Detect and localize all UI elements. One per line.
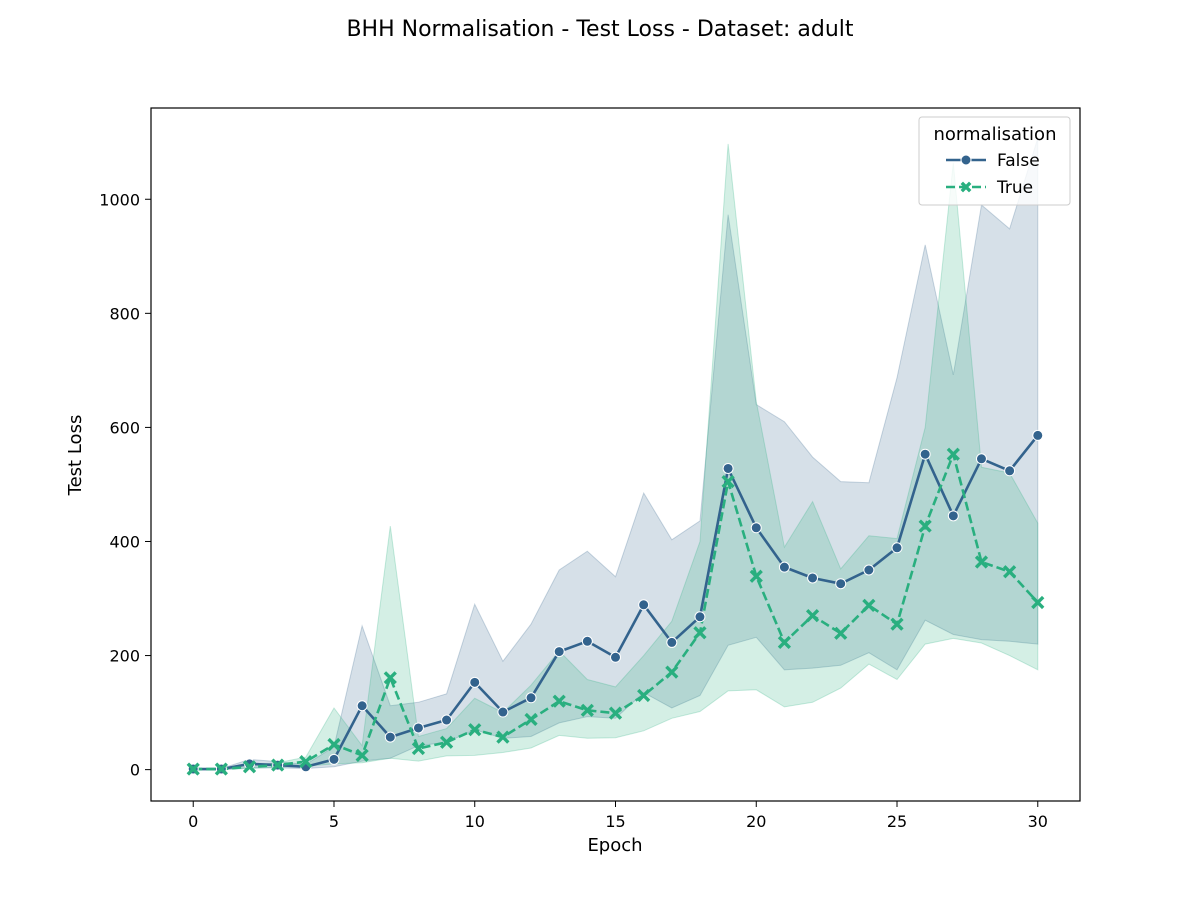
point-false-25 — [891, 542, 903, 554]
point-true-21 — [777, 635, 792, 650]
point-true-10 — [468, 723, 482, 737]
point-false-16 — [638, 599, 650, 611]
point-true-5 — [327, 737, 341, 752]
point-true-24 — [862, 598, 876, 612]
point-true-3 — [271, 758, 285, 772]
x-tick-label: 0 — [188, 812, 198, 831]
point-true-27 — [946, 447, 960, 461]
y-tick-label: 0 — [130, 761, 140, 780]
legend-label-true: True — [996, 178, 1033, 198]
point-true-18 — [693, 626, 707, 640]
y-tick-label: 600 — [109, 418, 140, 437]
point-true-2 — [242, 760, 257, 774]
x-axis-label: Epoch — [587, 835, 642, 856]
point-false-10 — [469, 676, 481, 688]
point-true-25 — [890, 617, 904, 631]
point-true-26 — [918, 519, 932, 533]
point-true-9 — [439, 735, 454, 749]
point-true-0 — [186, 762, 200, 776]
point-false-14 — [581, 635, 593, 647]
x-axis: 0 5 10 15 20 25 30 — [188, 801, 1048, 831]
y-tick-label: 1000 — [99, 190, 140, 209]
point-true-17 — [665, 665, 679, 679]
point-true-4 — [299, 755, 313, 769]
legend-marker-false — [960, 154, 972, 166]
point-false-30 — [1032, 429, 1044, 441]
point-true-12 — [524, 712, 538, 727]
point-false-9 — [441, 714, 453, 726]
chart-title: BHH Normalisation - Test Loss - Dataset:… — [346, 17, 853, 42]
legend: normalisation False True — [918, 116, 1071, 206]
point-true-29 — [1003, 565, 1017, 579]
point-true-8 — [411, 741, 426, 756]
x-tick-label: 20 — [746, 812, 766, 831]
point-false-24 — [863, 564, 875, 576]
point-false-18 — [694, 611, 706, 623]
point-true-22 — [805, 609, 820, 623]
point-true-1 — [214, 762, 228, 776]
legend-title: normalisation — [934, 124, 1057, 145]
y-tick-label: 200 — [109, 647, 140, 666]
y-tick-label: 800 — [109, 304, 140, 323]
point-false-17 — [666, 636, 678, 648]
point-false-7 — [384, 731, 396, 743]
point-true-13 — [552, 694, 566, 708]
point-true-20 — [749, 569, 763, 583]
point-true-11 — [496, 730, 510, 744]
point-false-12 — [525, 692, 537, 704]
point-true-30 — [1031, 595, 1045, 610]
point-false-11 — [497, 706, 509, 718]
band-true — [192, 143, 1039, 771]
point-false-15 — [610, 651, 621, 663]
point-false-6 — [356, 700, 368, 712]
point-false-26 — [919, 448, 931, 460]
point-false-20 — [750, 522, 762, 534]
x-tick-label: 10 — [465, 812, 485, 831]
point-true-6 — [355, 748, 369, 762]
legend-box — [918, 116, 1071, 206]
point-false-28 — [975, 453, 987, 465]
y-axis-label: Test Loss — [65, 415, 86, 497]
point-false-22 — [807, 572, 819, 584]
x-tick-label: 25 — [887, 812, 907, 831]
point-true-28 — [974, 555, 989, 569]
series-markers — [186, 429, 1045, 776]
x-tick-label: 15 — [605, 812, 625, 831]
point-false-13 — [553, 646, 565, 658]
legend-marker-true — [960, 181, 972, 193]
point-false-23 — [835, 578, 847, 590]
point-false-8 — [412, 722, 424, 734]
x-tick-label: 30 — [1028, 812, 1048, 831]
point-false-27 — [947, 510, 959, 522]
point-true-7 — [383, 671, 397, 685]
point-false-19 — [722, 462, 734, 474]
y-axis: 0 200 400 600 800 1000 — [99, 190, 151, 780]
point-true-23 — [834, 626, 848, 640]
confidence-bands — [192, 138, 1039, 771]
y-tick-label: 400 — [109, 532, 140, 551]
band-false — [192, 138, 1039, 771]
x-tick-label: 5 — [329, 812, 339, 831]
point-true-15 — [608, 706, 623, 720]
point-false-29 — [1004, 465, 1016, 477]
point-true-19 — [721, 474, 735, 489]
point-false-21 — [778, 561, 790, 573]
point-true-14 — [580, 703, 594, 717]
point-true-16 — [637, 688, 651, 703]
point-false-5 — [328, 753, 340, 765]
legend-label-false: False — [997, 151, 1040, 171]
